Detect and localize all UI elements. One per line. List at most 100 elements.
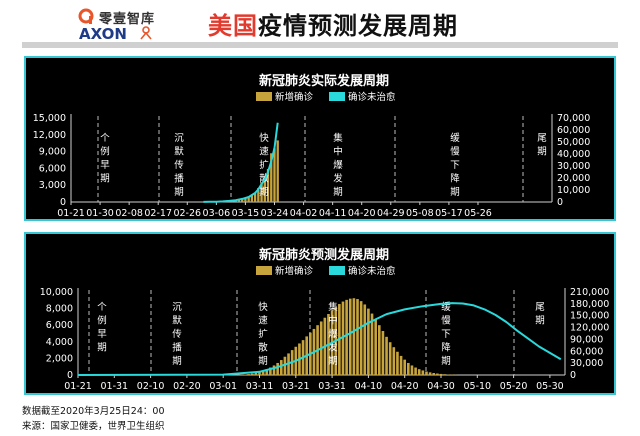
new-cases-bar — [279, 360, 283, 375]
phase-label: 尾期 — [535, 302, 545, 327]
new-cases-bar — [374, 319, 377, 375]
legend-active-cases-label: 确诊未治愈 — [348, 265, 396, 277]
new-cases-bar — [270, 153, 273, 202]
x-tick-label: 03-11 — [246, 381, 274, 392]
new-cases-bar — [407, 362, 410, 375]
x-tick-label: 05-20 — [500, 381, 528, 392]
footer-source: 来源：国家卫健委，世界卫生组织 — [22, 421, 165, 432]
new-cases-bar — [241, 198, 244, 202]
new-cases-bar — [265, 369, 269, 375]
x-tick-label: 04-29 — [377, 208, 405, 219]
new-cases-bar — [254, 372, 258, 375]
x-tick-label: 04-02 — [290, 208, 318, 219]
page-title: 美国疫情预测发展周期 — [208, 6, 458, 41]
new-cases-bar — [370, 313, 374, 375]
x-tick-label: 02-10 — [137, 381, 165, 392]
footer-date-note: 数据截至2020年3月25日24：00 — [22, 406, 165, 417]
new-cases-bar — [381, 331, 385, 375]
new-cases-bar — [356, 299, 359, 375]
phase-label: 快速扩散期 — [259, 132, 269, 198]
new-cases-bar — [446, 374, 450, 375]
new-cases-bar — [273, 148, 276, 202]
y-left-tick-label: 0 — [67, 370, 73, 381]
y-right-tick-label: 180,000 — [570, 299, 609, 310]
page-title-highlight: 美国 — [208, 12, 258, 40]
y-left-tick-label: 4,000 — [46, 337, 73, 348]
logo-text-cn: 零壹智库 — [99, 12, 156, 27]
new-cases-bar — [417, 369, 421, 375]
new-cases-bar — [345, 299, 348, 375]
y-right-tick-label: 10,000 — [557, 185, 590, 196]
phase-label: 集中爆发期 — [333, 132, 343, 198]
new-cases-bar — [436, 373, 439, 375]
logo-text-en: AXON — [79, 25, 127, 43]
new-cases-bar — [272, 365, 276, 375]
legend-active-cases-swatch — [329, 92, 345, 101]
new-cases-bar — [425, 371, 428, 375]
y-right-tick-label: 40,000 — [557, 149, 590, 160]
phase-label: 缓慢下降期 — [450, 132, 460, 198]
x-tick-label: 02-26 — [173, 208, 201, 219]
new-cases-bar — [428, 372, 432, 375]
new-cases-bar — [367, 308, 370, 375]
new-cases-bar — [377, 325, 381, 375]
forecast-cycle-chart-panel: 新冠肺炎预测发展周期 新增确诊 确诊未治愈 0 2,000 4,000 6,000 8,000… — [24, 232, 616, 395]
logo-mark-icon — [78, 8, 94, 24]
new-cases-bar — [250, 373, 254, 375]
phase-label: 尾期 — [537, 133, 547, 158]
phase-label: 快速扩散期 — [258, 301, 268, 367]
phase-label: 个例早期 — [100, 133, 110, 185]
x-tick-label: 05-08 — [406, 208, 434, 219]
new-cases-bar — [244, 198, 247, 202]
phase-label: 沉默传播期 — [172, 302, 182, 367]
new-cases-bar — [258, 371, 261, 375]
new-cases-bar — [269, 367, 272, 375]
x-tick-label: 03-31 — [318, 381, 346, 392]
new-cases-bar — [257, 188, 260, 202]
y-left-tick-label: 6,000 — [46, 320, 73, 331]
x-tick-label: 01-31 — [100, 381, 128, 392]
x-tick-label: 02-08 — [115, 208, 143, 219]
new-cases-bar — [247, 374, 250, 375]
y-right-tick-label: 60,000 — [557, 125, 590, 136]
phase-label: 集中爆发期 — [328, 301, 338, 367]
new-cases-bar — [439, 373, 443, 375]
x-tick-label: 03-01 — [209, 381, 237, 392]
new-cases-bar — [253, 193, 257, 202]
x-tick-label: 03-15 — [232, 208, 260, 219]
x-tick-label: 05-26 — [464, 208, 492, 219]
x-tick-label: 02-20 — [173, 381, 201, 392]
new-cases-bar — [396, 351, 399, 375]
new-cases-bar — [363, 304, 367, 375]
x-tick-label: 01-21 — [57, 208, 85, 219]
chart-title: 新冠肺炎预测发展周期 — [259, 247, 389, 263]
x-tick-label: 01-21 — [64, 381, 92, 392]
new-cases-bar — [341, 301, 345, 375]
y-right-tick-label: 0 — [570, 370, 576, 381]
x-tick-label: 05-30 — [536, 381, 564, 392]
x-tick-label: 04-30 — [427, 381, 455, 392]
phase-label: 个例早期 — [97, 302, 107, 354]
new-cases-bar — [403, 359, 407, 375]
new-cases-bar — [432, 373, 436, 375]
y-right-tick-label: 30,000 — [570, 358, 603, 369]
x-tick-label: 03-24 — [261, 208, 289, 219]
chart-title: 新冠肺炎实际发展周期 — [259, 73, 389, 89]
y-right-tick-label: 70,000 — [557, 113, 590, 124]
new-cases-bar — [348, 298, 352, 375]
y-left-tick-label: 12,000 — [33, 130, 66, 141]
active-cases-line — [77, 302, 562, 376]
new-cases-bar — [276, 140, 279, 202]
legend-new-cases-label: 新增确诊 — [275, 265, 314, 277]
page-title-rest: 疫情预测发展周期 — [258, 12, 458, 40]
y-right-tick-label: 50,000 — [557, 137, 590, 148]
y-left-tick-label: 15,000 — [33, 113, 66, 124]
y-right-tick-label: 30,000 — [557, 161, 590, 172]
new-cases-bar — [392, 347, 396, 375]
active-cases-line — [203, 122, 279, 203]
logo: 零壹智库 AXON — [76, 6, 176, 43]
logo-figure-icon — [140, 26, 152, 40]
y-left-tick-label: 0 — [60, 197, 66, 208]
new-cases-bar — [410, 365, 414, 375]
